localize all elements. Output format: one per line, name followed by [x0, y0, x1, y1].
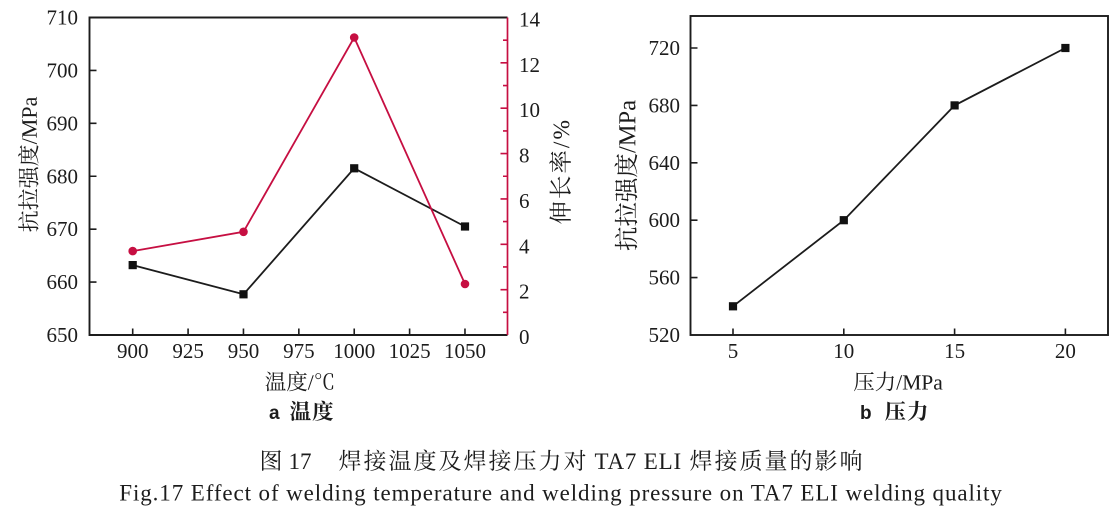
- svg-text:925: 925: [172, 339, 204, 363]
- svg-text:900: 900: [117, 339, 149, 363]
- svg-text:17: 17: [289, 449, 312, 474]
- svg-text:660: 660: [47, 270, 79, 294]
- svg-text:b: b: [860, 403, 872, 424]
- svg-text:720: 720: [649, 36, 681, 60]
- svg-text:975: 975: [283, 339, 315, 363]
- svg-text:1025: 1025: [389, 339, 431, 363]
- svg-text:10: 10: [519, 98, 540, 122]
- svg-text:Fig.17 Effect of welding tempe: Fig.17 Effect of welding temperature and…: [119, 481, 1002, 506]
- svg-text:520: 520: [649, 323, 681, 347]
- svg-text:950: 950: [228, 339, 260, 363]
- svg-text:10: 10: [833, 339, 854, 363]
- svg-text:TA7 ELI: TA7 ELI: [595, 449, 682, 474]
- svg-text:1050: 1050: [444, 339, 486, 363]
- svg-text:0: 0: [519, 325, 530, 349]
- svg-text:560: 560: [649, 266, 681, 290]
- svg-text:650: 650: [47, 323, 79, 347]
- svg-text:690: 690: [47, 111, 79, 135]
- svg-text:8: 8: [519, 144, 530, 168]
- svg-text:1000: 1000: [333, 339, 375, 363]
- svg-text:5: 5: [728, 339, 739, 363]
- svg-text:20: 20: [1055, 339, 1076, 363]
- svg-text:6: 6: [519, 189, 530, 213]
- svg-text:a: a: [269, 403, 280, 424]
- svg-text:670: 670: [47, 217, 79, 241]
- svg-text:4: 4: [519, 234, 530, 258]
- svg-text:2: 2: [519, 280, 530, 304]
- svg-text:680: 680: [47, 164, 79, 188]
- svg-text:600: 600: [649, 208, 681, 232]
- svg-text:15: 15: [944, 339, 965, 363]
- svg-text:14: 14: [519, 8, 541, 32]
- svg-text:700: 700: [47, 58, 79, 82]
- svg-text:710: 710: [47, 6, 79, 30]
- svg-text:12: 12: [519, 53, 540, 77]
- svg-text:640: 640: [649, 151, 681, 175]
- svg-text:680: 680: [649, 93, 681, 117]
